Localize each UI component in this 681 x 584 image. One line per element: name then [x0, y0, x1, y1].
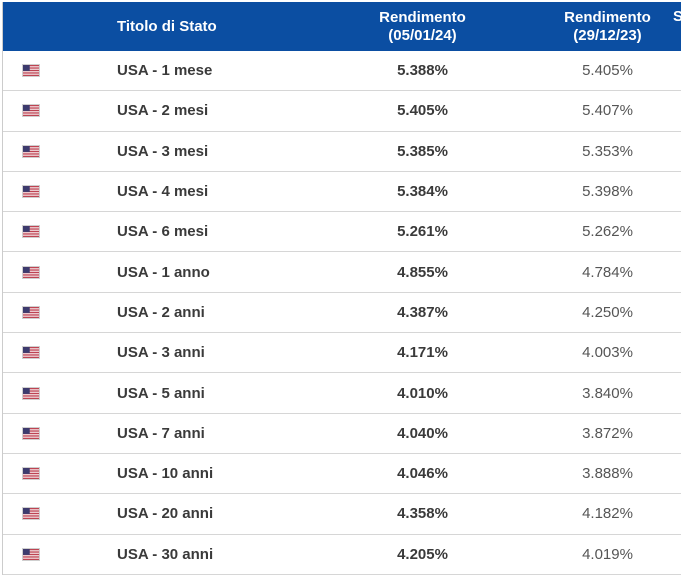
yield-previous: 5.405%	[582, 62, 633, 80]
table-body: USA - 1 mese 5.388% 5.405% USA - 2 mesi …	[3, 51, 681, 575]
bond-title: USA - 7 anni	[117, 424, 205, 442]
yield-current: 5.384%	[397, 183, 448, 201]
header-rendimento-previous: Rendimento (29/12/23)	[505, 9, 681, 45]
yield-previous: 4.182%	[582, 505, 633, 523]
header-rendimento-current: Rendimento (05/01/24)	[340, 9, 505, 45]
yield-current: 4.387%	[397, 303, 448, 321]
header-rendimento-current-date: (05/01/24)	[388, 26, 457, 44]
flag-cell	[3, 265, 117, 279]
us-flag-icon	[22, 64, 40, 78]
bond-title: USA - 4 mesi	[117, 183, 209, 201]
flag-cell	[3, 225, 117, 239]
header-titolo-di-stato: Titolo di Stato	[117, 18, 217, 35]
yield-current: 4.171%	[397, 344, 448, 362]
us-flag-icon	[22, 185, 40, 199]
bond-title: USA - 6 mesi	[117, 223, 209, 241]
table-row: USA - 4 mesi 5.384% 5.398%	[3, 171, 681, 213]
table-row: USA - 5 anni 4.010% 3.840%	[3, 373, 681, 414]
yield-previous: 4.250%	[582, 303, 633, 321]
us-flag-icon	[22, 265, 40, 279]
bond-title: USA - 3 anni	[117, 344, 205, 362]
flag-cell	[3, 64, 117, 78]
table-header: Titolo di Stato Rendimento (05/01/24) Re…	[3, 2, 681, 51]
flag-cell	[3, 547, 117, 561]
flag-cell	[3, 507, 117, 521]
bond-title: USA - 1 mese	[117, 62, 213, 80]
us-flag-icon	[22, 225, 40, 239]
flag-cell	[3, 386, 117, 400]
us-flag-icon	[22, 507, 40, 521]
yield-previous: 5.398%	[582, 183, 633, 201]
flag-cell	[3, 305, 117, 319]
yield-previous: 3.888%	[582, 465, 633, 483]
truncated-next-column-header: S	[673, 8, 681, 26]
bond-title: USA - 2 mesi	[117, 102, 209, 120]
yield-previous: 5.407%	[582, 102, 633, 120]
yield-current: 4.855%	[397, 263, 448, 281]
us-flag-icon	[22, 104, 40, 118]
table-row: USA - 30 anni 4.205% 4.019%	[3, 534, 681, 575]
yield-current: 5.405%	[397, 102, 448, 120]
yield-current: 4.358%	[397, 505, 448, 523]
yield-previous: 4.019%	[582, 545, 633, 563]
yield-previous: 4.784%	[582, 263, 633, 281]
bond-title: USA - 3 mesi	[117, 142, 209, 160]
header-rendimento-current-line1: Rendimento	[379, 8, 466, 26]
yield-previous: 3.840%	[582, 384, 633, 402]
bond-title: USA - 1 anno	[117, 263, 210, 281]
bond-title: USA - 20 anni	[117, 505, 214, 523]
bond-title: USA - 30 anni	[117, 545, 214, 563]
yield-current: 4.205%	[397, 545, 448, 563]
header-rendimento-previous-line1: Rendimento	[564, 8, 651, 26]
yield-current: 5.388%	[397, 62, 448, 80]
us-flag-icon	[22, 346, 40, 360]
table-row: USA - 3 anni 4.171% 4.003%	[3, 333, 681, 374]
bond-title: USA - 10 anni	[117, 465, 214, 483]
flag-cell	[3, 346, 117, 360]
table-row: USA - 1 mese 5.388% 5.405%	[3, 51, 681, 92]
flag-cell	[3, 185, 117, 199]
yield-previous: 5.262%	[582, 223, 633, 241]
us-flag-icon	[22, 305, 40, 319]
yield-previous: 3.872%	[582, 424, 633, 442]
bond-yield-table: Titolo di Stato Rendimento (05/01/24) Re…	[2, 2, 681, 575]
yield-current: 4.010%	[397, 384, 448, 402]
table-row: USA - 20 anni 4.358% 4.182%	[3, 494, 681, 535]
table-row: USA - 1 anno 4.855% 4.784%	[3, 252, 681, 293]
flag-cell	[3, 426, 117, 440]
table-row: USA - 3 mesi 5.385% 5.353%	[3, 131, 681, 172]
us-flag-icon	[22, 426, 40, 440]
table-row: USA - 10 anni 4.046% 3.888%	[3, 453, 681, 495]
yield-current: 4.040%	[397, 424, 448, 442]
us-flag-icon	[22, 386, 40, 400]
yield-previous: 5.353%	[582, 142, 633, 160]
yield-previous: 4.003%	[582, 344, 633, 362]
flag-cell	[3, 467, 117, 481]
table-row: USA - 2 anni 4.387% 4.250%	[3, 292, 681, 334]
us-flag-icon	[22, 144, 40, 158]
bond-title: USA - 2 anni	[117, 303, 205, 321]
yield-current: 5.261%	[397, 223, 448, 241]
yield-current: 5.385%	[397, 142, 448, 160]
table-row: USA - 2 mesi 5.405% 5.407%	[3, 91, 681, 132]
flag-cell	[3, 144, 117, 158]
us-flag-icon	[22, 467, 40, 481]
header-rendimento-previous-date: (29/12/23)	[573, 26, 642, 44]
us-flag-icon	[22, 547, 40, 561]
table-row: USA - 7 anni 4.040% 3.872%	[3, 413, 681, 454]
flag-cell	[3, 104, 117, 118]
bond-title: USA - 5 anni	[117, 384, 205, 402]
yield-current: 4.046%	[397, 465, 448, 483]
table-row: USA - 6 mesi 5.261% 5.262%	[3, 212, 681, 253]
